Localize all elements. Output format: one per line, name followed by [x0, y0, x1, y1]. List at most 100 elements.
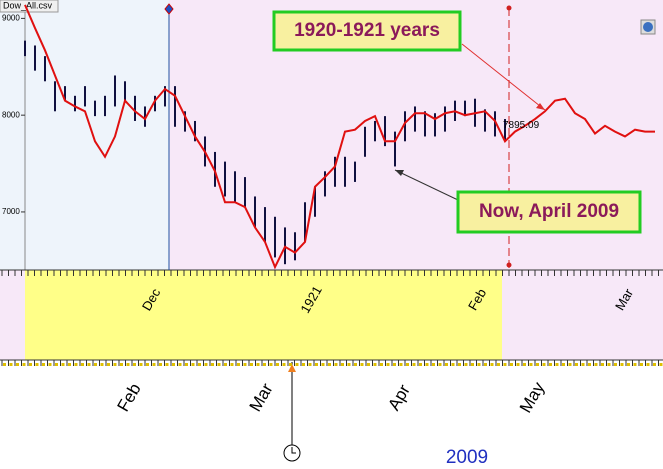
time-tick-mark — [542, 363, 546, 366]
time-tick-mark — [328, 363, 331, 366]
annotation-box — [272, 10, 462, 52]
time-tick-mark — [48, 363, 52, 366]
time-tick-mark — [61, 363, 65, 366]
time-tick-mark — [471, 363, 474, 366]
time-tick-mark — [633, 363, 637, 366]
time-tick-mark — [549, 363, 552, 366]
time-tick-mark — [302, 363, 305, 366]
time-tick-mark — [555, 363, 559, 366]
time-tick-mark — [237, 363, 240, 366]
time-tick-mark — [133, 363, 136, 366]
time-tick-mark — [308, 363, 312, 366]
time-tick-mark — [282, 363, 286, 366]
time-tick-mark — [581, 363, 585, 366]
time-tick-mark — [87, 363, 91, 366]
time-tick-mark — [172, 363, 175, 366]
globe-icon — [643, 22, 653, 32]
time-tick-mark — [126, 363, 130, 366]
annotation: 1920-1921 years — [294, 20, 440, 41]
time-tick-mark — [523, 363, 526, 366]
time-tick-mark — [464, 363, 468, 366]
time-tick-mark — [601, 363, 604, 366]
file-label: Dow_All.csv — [3, 0, 53, 10]
time-tick-mark — [568, 363, 572, 366]
time-tick-mark — [191, 363, 195, 366]
time-tick-mark — [503, 363, 507, 366]
time-tick-mark — [354, 363, 357, 366]
time-tick-mark — [315, 363, 318, 366]
time-tick-mark — [263, 363, 266, 366]
time-tick-mark — [22, 363, 26, 366]
time-tick-mark — [575, 363, 578, 366]
arrow-head — [536, 103, 545, 110]
y-tick-label: 9000 — [2, 13, 20, 22]
now-dot — [506, 262, 512, 268]
time-tick-mark — [198, 363, 201, 366]
time-tick-mark — [29, 363, 32, 366]
time-tick-mark — [627, 363, 630, 366]
time-tick-mark — [165, 363, 169, 366]
time-tick-mark — [497, 363, 500, 366]
time-tick-mark — [178, 363, 182, 366]
time-tick-mark — [211, 363, 214, 366]
time-tick-mark — [607, 363, 611, 366]
time-tick-mark — [380, 363, 383, 366]
time-tick-mark — [159, 363, 162, 366]
projection-line — [24, 4, 655, 270]
time-tick-mark — [562, 363, 565, 366]
time-tick-mark — [250, 363, 253, 366]
time-tick-mark — [490, 363, 494, 366]
time-tick-mark — [276, 363, 279, 366]
upper-axis-yellow — [25, 270, 502, 360]
time-tick-mark — [458, 363, 461, 366]
time-tick-mark — [204, 363, 208, 366]
time-tick-mark — [185, 363, 188, 366]
time-tick-mark — [321, 363, 325, 366]
time-tick-mark — [120, 363, 123, 366]
time-tick-mark — [393, 363, 396, 366]
last-price-label: 7895.09 — [503, 120, 540, 131]
time-tick-mark — [640, 363, 643, 366]
time-tick-mark — [438, 363, 442, 366]
cursor-arrow — [288, 364, 296, 372]
time-tick-mark — [406, 363, 409, 366]
time-tick-mark — [510, 363, 513, 366]
now-dot — [506, 5, 512, 11]
y-tick-label: 8000 — [2, 110, 20, 119]
time-tick-mark — [146, 363, 149, 366]
time-tick-mark — [425, 363, 429, 366]
time-tick-mark — [536, 363, 539, 366]
time-tick-mark — [386, 363, 390, 366]
time-tick-mark — [373, 363, 377, 366]
time-tick-mark — [74, 363, 78, 366]
time-tick-mark — [107, 363, 110, 366]
time-tick-mark — [42, 363, 45, 366]
marker-diamond — [164, 3, 174, 15]
time-tick-mark — [16, 363, 19, 366]
time-tick-mark — [399, 363, 403, 366]
time-tick-mark — [341, 363, 344, 366]
time-tick-mark — [217, 363, 221, 366]
time-tick-mark — [588, 363, 591, 366]
time-tick-mark — [659, 363, 663, 366]
time-tick-mark — [477, 363, 481, 366]
annotation-box — [456, 190, 642, 234]
time-tick-mark — [9, 363, 13, 366]
time-tick-mark — [484, 363, 487, 366]
time-tick-mark — [230, 363, 234, 366]
time-tick-mark — [347, 363, 351, 366]
time-tick-mark — [139, 363, 143, 366]
time-tick-mark — [445, 363, 448, 366]
annotation-arrow — [461, 43, 546, 111]
time-tick-mark — [419, 363, 422, 366]
time-tick-mark — [620, 363, 624, 366]
time-tick-mark — [334, 363, 338, 366]
time-tick-mark — [594, 363, 598, 366]
time-tick-mark — [360, 363, 364, 366]
plot-bg-left — [0, 0, 169, 270]
time-tick-mark — [94, 363, 97, 366]
time-tick-mark — [100, 363, 104, 366]
time-tick-mark — [516, 363, 520, 366]
time-tick-mark — [289, 363, 292, 366]
time-tick-mark — [367, 363, 370, 366]
